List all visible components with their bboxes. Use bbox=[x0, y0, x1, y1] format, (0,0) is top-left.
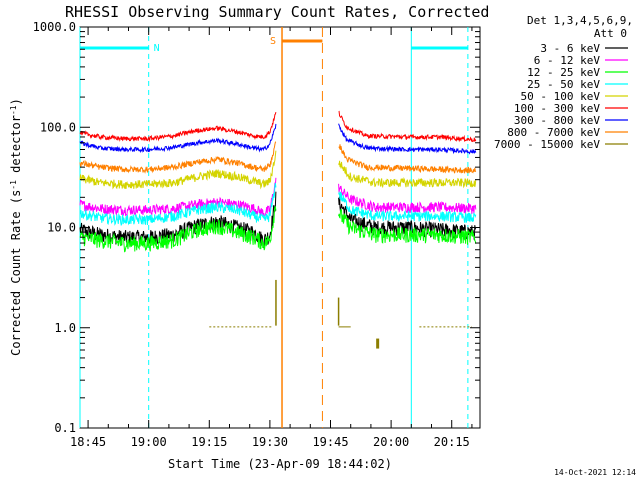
series-line-300-800keV bbox=[79, 123, 277, 154]
legend-label: 300 - 800 keV bbox=[514, 114, 600, 127]
series-line-50-100keV bbox=[79, 150, 277, 190]
series-line-100-300keV bbox=[338, 110, 477, 143]
x-tick-label: 18:45 bbox=[70, 435, 106, 449]
legend-header-line2: Att 0 bbox=[594, 27, 627, 40]
legend-header-line1: Det 1,3,4,5,6,9, bbox=[527, 14, 633, 27]
legend-label: 50 - 100 keV bbox=[521, 90, 601, 103]
series-points-7000-15000keV bbox=[376, 338, 380, 349]
x-tick-label: 20:00 bbox=[373, 435, 409, 449]
y-tick-label: 1.0 bbox=[54, 321, 76, 335]
series-line-12-25keV bbox=[79, 205, 277, 253]
x-tick-label: 20:15 bbox=[434, 435, 470, 449]
y-tick-label: 10.0 bbox=[47, 221, 76, 235]
legend-label: 25 - 50 keV bbox=[527, 78, 600, 91]
series-line-25-50keV bbox=[338, 190, 477, 223]
legend-label: 100 - 300 keV bbox=[514, 102, 600, 115]
series-line-6-12keV bbox=[79, 177, 277, 218]
axis-tick-labels: 18:45 19:00 19:15 19:30 19:45 20:00 20:15 1000.… bbox=[33, 20, 470, 449]
chart-title: RHESSI Observing Summary Count Rates, Co… bbox=[65, 3, 489, 21]
x-tick-label: 19:30 bbox=[252, 435, 288, 449]
x-axis-label: Start Time (23-Apr-09 18:44:02) bbox=[168, 457, 392, 471]
legend-label: 7000 - 15000 keV bbox=[494, 138, 600, 151]
series-line-12-25keV bbox=[338, 208, 477, 245]
y-tick-label: 0.1 bbox=[54, 421, 76, 435]
x-tick-label: 19:00 bbox=[131, 435, 167, 449]
annotation-label: N bbox=[154, 43, 160, 54]
axis-ticks bbox=[80, 26, 480, 429]
series-line-25-50keV bbox=[79, 183, 277, 227]
x-tick-label: 19:45 bbox=[312, 435, 348, 449]
annotation-label: S bbox=[270, 36, 276, 47]
series-line-800-7000keV bbox=[79, 141, 277, 174]
legend-label: 3 - 6 keV bbox=[540, 42, 600, 55]
footer-timestamp: 14-Oct-2021 12:14 bbox=[554, 468, 636, 477]
legend-label: 6 - 12 keV bbox=[534, 54, 601, 67]
legend-label: 800 - 7000 keV bbox=[507, 126, 600, 139]
y-tick-label: 100.0 bbox=[40, 120, 76, 134]
legend-label: 12 - 25 keV bbox=[527, 66, 600, 79]
y-tick-label: 1000.0 bbox=[33, 20, 76, 34]
x-tick-label: 19:15 bbox=[191, 435, 227, 449]
series-line-800-7000keV bbox=[338, 144, 477, 174]
series-line-50-100keV bbox=[338, 160, 477, 189]
series-line-300-800keV bbox=[338, 123, 477, 155]
series-line-6-12keV bbox=[338, 183, 477, 214]
series-line-100-300keV bbox=[79, 111, 277, 143]
series-layer bbox=[79, 110, 477, 349]
y-axis-label: Corrected Count Rate (s-1 detector-1) bbox=[9, 98, 23, 356]
